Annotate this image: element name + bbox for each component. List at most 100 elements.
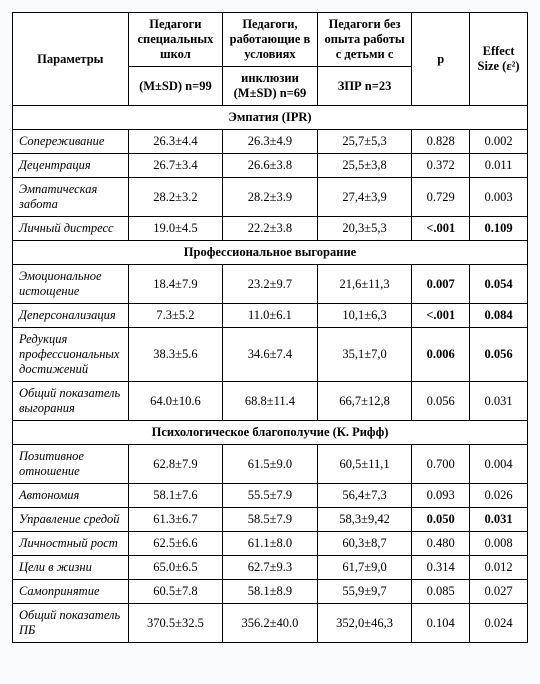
row-g1: 61.3±6.7 xyxy=(128,508,223,532)
hdr-g2-sub: инклюзии (M±SD) n=69 xyxy=(223,67,318,106)
hdr-p: p xyxy=(412,13,470,106)
row-param: Самопринятие xyxy=(13,580,129,604)
hdr-g2-top: Педагоги, работающие в условиях xyxy=(223,13,318,67)
row-param: Цели в жизни xyxy=(13,556,129,580)
row-param: Редукция профессиональных достижений xyxy=(13,328,129,382)
row-g2: 62.7±9.3 xyxy=(223,556,318,580)
row-g3: 25,7±5,3 xyxy=(317,130,412,154)
row-p: 0.085 xyxy=(412,580,470,604)
row-g1: 370.5±32.5 xyxy=(128,604,223,643)
row-g2: 61.1±8.0 xyxy=(223,532,318,556)
row-p: <.001 xyxy=(412,304,470,328)
row-param: Децентрация xyxy=(13,154,129,178)
row-g1: 18.4±7.9 xyxy=(128,265,223,304)
row-p: 0.314 xyxy=(412,556,470,580)
row-g2: 34.6±7.4 xyxy=(223,328,318,382)
row-p: 0.007 xyxy=(412,265,470,304)
row-g2: 356.2±40.0 xyxy=(223,604,318,643)
section-row: Эмпатия (IPR) xyxy=(13,106,528,130)
row-e: 0.031 xyxy=(470,382,528,421)
row-p: 0.093 xyxy=(412,484,470,508)
table-row: Децентрация26.7±3.426.6±3.825,5±3,80.372… xyxy=(13,154,528,178)
row-g1: 7.3±5.2 xyxy=(128,304,223,328)
table-row: Личный дистресс19.0±4.522.2±3.820,3±5,3<… xyxy=(13,217,528,241)
row-e: 0.008 xyxy=(470,532,528,556)
row-g2: 68.8±11.4 xyxy=(223,382,318,421)
row-g3: 27,4±3,9 xyxy=(317,178,412,217)
table-row: Автономия58.1±7.655.5±7.956,4±7,30.0930.… xyxy=(13,484,528,508)
row-g3: 55,9±9,7 xyxy=(317,580,412,604)
hdr-eff: Effect Size (ε²) xyxy=(470,13,528,106)
row-g3: 61,7±9,0 xyxy=(317,556,412,580)
table-row: Общий показатель выгорания64.0±10.668.8±… xyxy=(13,382,528,421)
row-g2: 26.3±4.9 xyxy=(223,130,318,154)
table-row: Позитивное отношение62.8±7.961.5±9.060,5… xyxy=(13,445,528,484)
section-row: Профессиональное выгорание xyxy=(13,241,528,265)
row-g2: 55.5±7.9 xyxy=(223,484,318,508)
row-g1: 58.1±7.6 xyxy=(128,484,223,508)
section-title: Профессиональное выгорание xyxy=(13,241,528,265)
table-row: Личностный рост62.5±6.661.1±8.060,3±8,70… xyxy=(13,532,528,556)
row-e: 0.003 xyxy=(470,178,528,217)
row-g3: 58,3±9,42 xyxy=(317,508,412,532)
row-g3: 21,6±11,3 xyxy=(317,265,412,304)
row-e: 0.084 xyxy=(470,304,528,328)
row-param: Общий показатель ПБ xyxy=(13,604,129,643)
row-e: 0.026 xyxy=(470,484,528,508)
row-g2: 26.6±3.8 xyxy=(223,154,318,178)
row-e: 0.031 xyxy=(470,508,528,532)
row-param: Сопереживание xyxy=(13,130,129,154)
row-g1: 26.3±4.4 xyxy=(128,130,223,154)
row-p: 0.050 xyxy=(412,508,470,532)
row-e: 0.002 xyxy=(470,130,528,154)
row-g2: 11.0±6.1 xyxy=(223,304,318,328)
hdr-g3-top: Педагоги без опыта работы с детьми с xyxy=(317,13,412,67)
row-p: 0.104 xyxy=(412,604,470,643)
row-g1: 38.3±5.6 xyxy=(128,328,223,382)
row-g1: 64.0±10.6 xyxy=(128,382,223,421)
stats-table: Параметры Педагоги специальных школ Педа… xyxy=(12,12,528,643)
table-row: Эмпатическая забота28.2±3.228.2±3.927,4±… xyxy=(13,178,528,217)
row-e: 0.056 xyxy=(470,328,528,382)
table-row: Сопереживание26.3±4.426.3±4.925,7±5,30.8… xyxy=(13,130,528,154)
row-g3: 10,1±6,3 xyxy=(317,304,412,328)
row-g1: 62.5±6.6 xyxy=(128,532,223,556)
table-row: Деперсонализация7.3±5.211.0±6.110,1±6,3<… xyxy=(13,304,528,328)
row-g3: 60,3±8,7 xyxy=(317,532,412,556)
row-g3: 352,0±46,3 xyxy=(317,604,412,643)
row-e: 0.004 xyxy=(470,445,528,484)
row-g1: 26.7±3.4 xyxy=(128,154,223,178)
row-g2: 22.2±3.8 xyxy=(223,217,318,241)
row-g3: 25,5±3,8 xyxy=(317,154,412,178)
table-row: Общий показатель ПБ370.5±32.5356.2±40.03… xyxy=(13,604,528,643)
row-param: Эмпатическая забота xyxy=(13,178,129,217)
row-g2: 61.5±9.0 xyxy=(223,445,318,484)
row-e: 0.054 xyxy=(470,265,528,304)
header-row-1: Параметры Педагоги специальных школ Педа… xyxy=(13,13,528,67)
row-e: 0.012 xyxy=(470,556,528,580)
row-g2: 58.5±7.9 xyxy=(223,508,318,532)
row-e: 0.024 xyxy=(470,604,528,643)
section-title: Психологическое благополучие (К. Рифф) xyxy=(13,421,528,445)
row-param: Деперсонализация xyxy=(13,304,129,328)
row-g3: 35,1±7,0 xyxy=(317,328,412,382)
section-title: Эмпатия (IPR) xyxy=(13,106,528,130)
row-p: <.001 xyxy=(412,217,470,241)
row-g1: 60.5±7.8 xyxy=(128,580,223,604)
row-e: 0.011 xyxy=(470,154,528,178)
table-row: Эмоциональное истощение18.4±7.923.2±9.72… xyxy=(13,265,528,304)
row-p: 0.006 xyxy=(412,328,470,382)
hdr-g3-sub: ЗПР n=23 xyxy=(317,67,412,106)
row-e: 0.027 xyxy=(470,580,528,604)
section-row: Психологическое благополучие (К. Рифф) xyxy=(13,421,528,445)
row-g1: 65.0±6.5 xyxy=(128,556,223,580)
row-g2: 23.2±9.7 xyxy=(223,265,318,304)
row-e: 0.109 xyxy=(470,217,528,241)
row-g2: 28.2±3.9 xyxy=(223,178,318,217)
row-g3: 20,3±5,3 xyxy=(317,217,412,241)
row-p: 0.480 xyxy=(412,532,470,556)
row-param: Личностный рост xyxy=(13,532,129,556)
row-p: 0.372 xyxy=(412,154,470,178)
row-param: Личный дистресс xyxy=(13,217,129,241)
row-g3: 60,5±11,1 xyxy=(317,445,412,484)
